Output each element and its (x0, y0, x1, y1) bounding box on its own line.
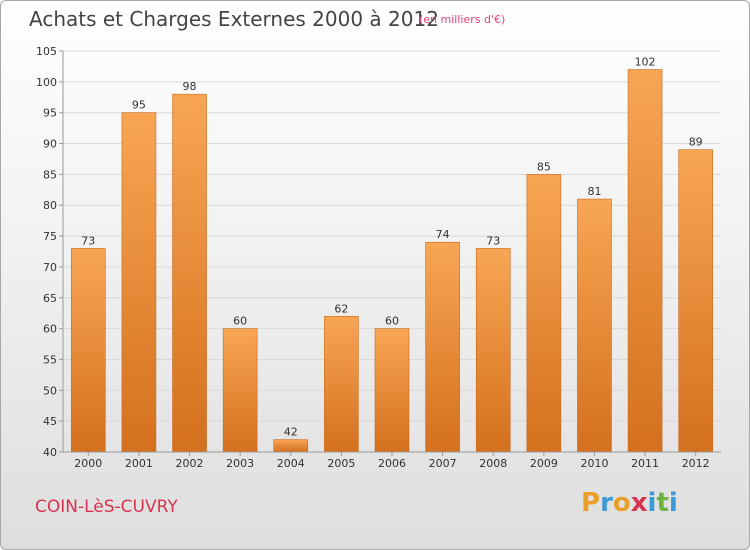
value-label: 95 (132, 99, 146, 112)
x-tick-label: 2003 (226, 457, 254, 470)
chart-subtitle: (en milliers d'€) (419, 13, 506, 26)
logo-letter: t (656, 488, 669, 518)
logo-letter: P (581, 488, 601, 518)
axes (59, 50, 721, 456)
value-label: 60 (233, 315, 247, 328)
bar-2012 (678, 149, 713, 453)
x-tick-label: 2006 (378, 457, 406, 470)
y-tick-label: 40 (43, 446, 57, 459)
logo-letter: i (668, 488, 678, 518)
value-label: 89 (689, 136, 703, 149)
bar-2002 (172, 93, 207, 453)
labels: 40 45 50 55 60 65 70 75 80 85 90 95 100 105 73 2000 95 20… (36, 45, 710, 470)
value-label: 98 (183, 80, 197, 93)
bar-2010 (577, 198, 612, 453)
y-tick-label: 55 (43, 353, 57, 366)
y-tick-label: 80 (43, 199, 57, 212)
x-tick-label: 2007 (429, 457, 457, 470)
y-tick-label: 95 (43, 107, 57, 120)
logo-letter: i (647, 488, 657, 518)
x-tick-label: 2000 (74, 457, 102, 470)
logo-letter: o (612, 488, 631, 518)
bar-2006 (374, 328, 410, 453)
x-tick-label: 2008 (479, 457, 507, 470)
x-tick-label: 2010 (580, 457, 608, 470)
proxiti-logo: Proxiti (581, 488, 678, 518)
y-tick-label: 45 (43, 415, 57, 428)
bar-2001 (121, 112, 157, 453)
value-label: 73 (486, 234, 500, 247)
y-tick-label: 100 (36, 76, 57, 89)
value-label: 74 (436, 228, 450, 241)
value-label: 85 (537, 160, 551, 173)
value-label: 60 (385, 315, 399, 328)
bars (71, 69, 713, 453)
y-tick-label: 50 (43, 384, 57, 397)
bar-2007 (425, 241, 460, 453)
bar-2003 (222, 328, 258, 453)
x-tick-label: 2009 (530, 457, 558, 470)
value-label: 102 (635, 56, 656, 69)
value-label: 73 (81, 234, 95, 247)
x-tick-label: 2011 (631, 457, 659, 470)
value-label: 42 (284, 426, 298, 439)
x-tick-label: 2004 (277, 457, 305, 470)
logo-letter: r (600, 488, 613, 518)
bar-2004 (273, 439, 309, 453)
bar-2008 (475, 248, 511, 453)
x-tick-label: 2001 (125, 457, 153, 470)
value-label: 62 (334, 302, 348, 315)
y-tick-label: 70 (43, 261, 57, 274)
logo-letter: x (630, 488, 648, 518)
x-tick-label: 2005 (327, 457, 355, 470)
y-tick-label: 60 (43, 323, 57, 336)
bar-2011 (627, 69, 663, 453)
y-tick-label: 75 (43, 230, 57, 243)
bar-2005 (324, 315, 359, 453)
y-tick-label: 85 (43, 168, 57, 181)
y-tick-label: 105 (36, 45, 57, 58)
x-tick-label: 2002 (176, 457, 204, 470)
value-label: 81 (587, 185, 601, 198)
y-tick-label: 90 (43, 138, 57, 151)
bar-2000 (71, 248, 106, 453)
chart-title: Achats et Charges Externes 2000 à 2012 (29, 7, 439, 31)
commune-name: COIN-LèS-CUVRY (35, 497, 178, 517)
x-tick-label: 2012 (682, 457, 710, 470)
y-tick-label: 65 (43, 292, 57, 305)
bar-2009 (526, 174, 562, 453)
